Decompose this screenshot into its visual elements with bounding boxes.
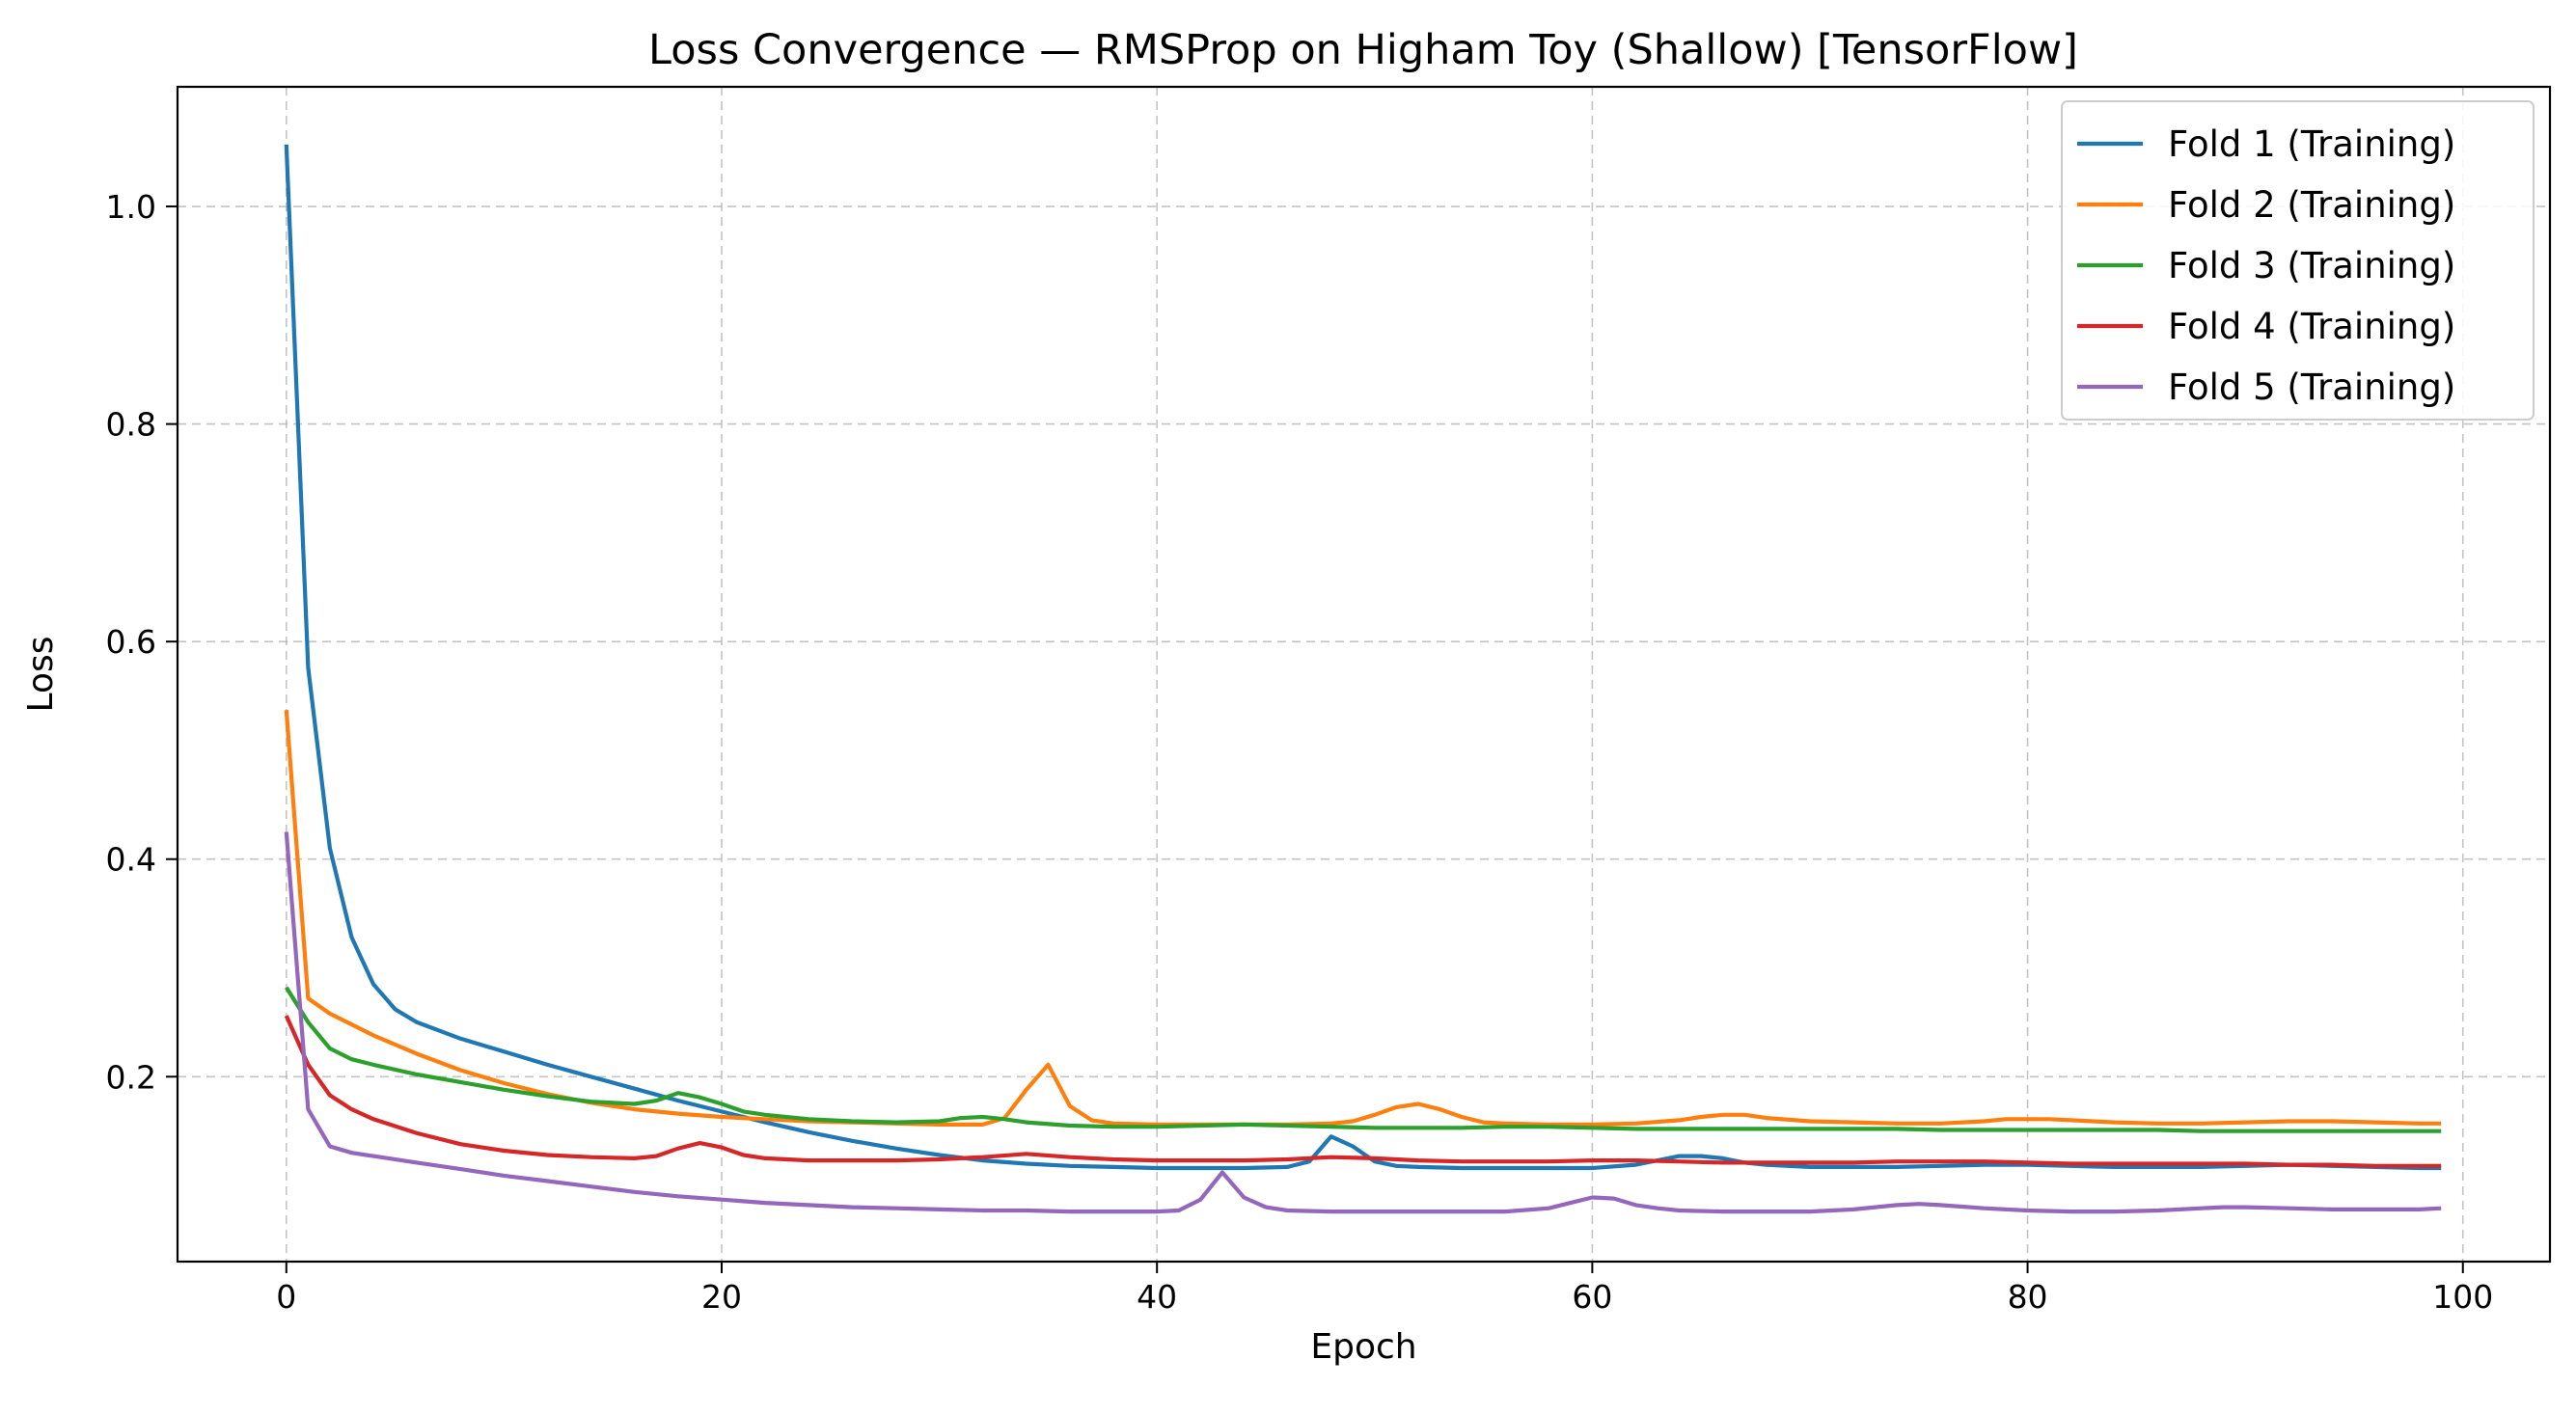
x-tick-label: 20	[701, 1278, 742, 1316]
series-line-fold-1	[284, 144, 2442, 1171]
grid-lines	[178, 87, 2550, 1262]
legend-label: Fold 2 (Training)	[2168, 184, 2455, 226]
legend-label: Fold 1 (Training)	[2168, 123, 2455, 165]
chart-title: Loss Convergence — RMSProp on Higham Toy…	[648, 26, 2078, 74]
series-lines	[284, 144, 2442, 1214]
y-tick-label: 1.0	[106, 188, 156, 226]
y-axis-label: Loss	[21, 637, 61, 713]
legend-box	[2061, 100, 2535, 421]
series-line-fold-2	[284, 710, 2442, 1127]
y-tick-label: 0.2	[106, 1058, 156, 1096]
legend-label: Fold 5 (Training)	[2168, 367, 2455, 408]
x-axis: 0 20 40 60 80 100	[276, 1262, 2493, 1316]
legend-label: Fold 4 (Training)	[2168, 306, 2455, 347]
series-line-fold-4	[284, 1015, 2442, 1168]
x-tick-label: 80	[2008, 1278, 2048, 1316]
y-axis: 0.2 0.4 0.6 0.8 1.0	[106, 188, 178, 1096]
x-tick-label: 0	[276, 1278, 296, 1316]
y-tick-label: 0.6	[106, 623, 156, 661]
legend-label: Fold 3 (Training)	[2168, 245, 2455, 286]
x-tick-label: 40	[1137, 1278, 1177, 1316]
y-tick-label: 0.4	[106, 841, 156, 879]
x-axis-label: Epoch	[1310, 1327, 1416, 1367]
series-line-fold-3	[285, 986, 2442, 1133]
x-tick-label: 100	[2432, 1278, 2493, 1316]
plot-area-frame	[176, 85, 2552, 1264]
series-line-fold-5	[284, 831, 2442, 1214]
x-tick-label: 60	[1572, 1278, 1612, 1316]
chart-legend: Fold 1 (Training) Fold 2 (Training) Fold 3…	[2061, 100, 2535, 421]
y-tick-label: 0.8	[106, 406, 156, 444]
